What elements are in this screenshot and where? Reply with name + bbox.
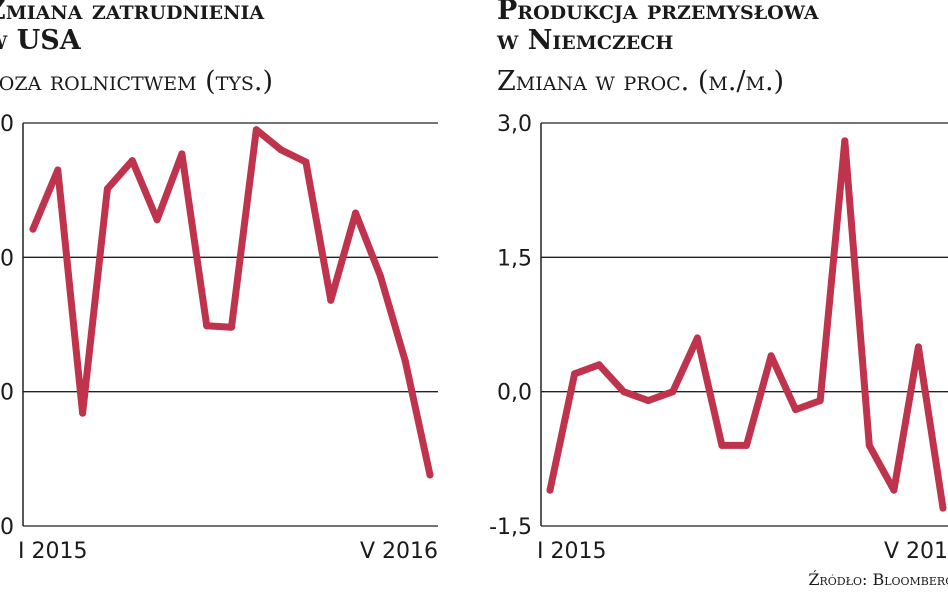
y-tick-label: 100 <box>0 381 14 406</box>
data-point <box>103 185 111 193</box>
x-tick-label: I 2015 <box>18 539 87 564</box>
data-point <box>376 272 384 280</box>
y-tick-label: 0,0 <box>497 381 532 406</box>
data-point <box>620 388 628 396</box>
data-point <box>841 137 849 145</box>
chart-title-right: Produkcja przemysłowa w Niemczech <box>497 0 819 56</box>
data-point <box>669 388 677 396</box>
y-tick-label: 1,5 <box>497 246 532 271</box>
chart-subtitle-left: poza rolnictwem (tys.) <box>0 66 274 97</box>
y-tick-label: 0 <box>0 515 14 540</box>
y-tick-label: 300 <box>0 112 14 137</box>
data-point <box>302 158 310 166</box>
data-point <box>914 343 922 351</box>
data-point <box>352 209 360 217</box>
chart-subtitle-right: Zmiana w proc. (m./m.) <box>497 66 785 97</box>
y-tick-label: 3,0 <box>497 112 532 137</box>
series-line <box>546 137 947 512</box>
data-point <box>571 370 579 378</box>
x-tick-label: V 2016 <box>360 539 438 564</box>
data-point <box>277 146 285 154</box>
data-point <box>693 334 701 342</box>
data-point <box>743 441 750 449</box>
data-point <box>327 296 335 304</box>
data-point <box>153 216 161 224</box>
data-point <box>939 504 947 512</box>
chart-title-left: Zmiana zatrudnieniaw USA <box>0 0 265 56</box>
data-point <box>401 357 409 365</box>
source-note: Źródło: Bloomberg <box>808 570 948 589</box>
data-point <box>426 471 434 479</box>
data-point <box>546 486 554 494</box>
data-point <box>644 397 652 405</box>
data-point <box>792 406 800 414</box>
data-point <box>79 409 87 417</box>
data-point <box>595 361 603 369</box>
data-point <box>252 126 260 134</box>
series-line <box>29 126 434 479</box>
data-point <box>29 225 37 233</box>
y-tick-label: 200 <box>0 246 14 271</box>
data-point <box>718 441 726 449</box>
data-point <box>128 157 136 165</box>
x-tick-label: I 2015 <box>537 539 606 564</box>
data-point <box>767 352 775 360</box>
data-point <box>816 397 824 405</box>
data-point <box>890 486 898 494</box>
data-point <box>865 441 873 449</box>
data-point <box>178 150 186 158</box>
data-point <box>54 166 62 174</box>
data-point <box>228 323 235 331</box>
data-point <box>203 322 211 330</box>
x-tick-label: V 201 <box>884 539 948 564</box>
y-tick-label: -1,5 <box>489 515 532 540</box>
